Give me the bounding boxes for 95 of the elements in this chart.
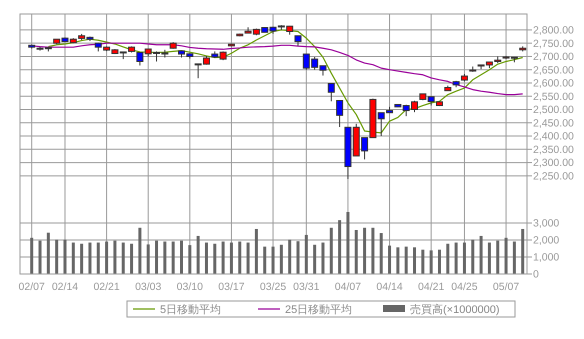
- bar: [288, 240, 292, 274]
- bar: [446, 244, 450, 274]
- bar: [146, 244, 150, 274]
- x-tick-label: 03/03: [135, 281, 162, 293]
- bar: [272, 246, 275, 274]
- y-tick-label: 2,800.00: [533, 24, 574, 37]
- y2-tick-label: 1,000: [533, 252, 560, 264]
- bar: [46, 232, 50, 274]
- legend-label: 25日移動平均: [285, 304, 352, 316]
- y2-tick-label: 3,000: [533, 218, 560, 230]
- bar: [55, 240, 58, 274]
- x-tick-label: 03/31: [293, 281, 320, 293]
- y-tick-label: 2,600.00: [533, 78, 574, 90]
- bar: [512, 242, 516, 274]
- bar: [480, 236, 483, 274]
- x-tick-label: 02/14: [52, 281, 78, 293]
- bar: [88, 242, 92, 274]
- bar: [138, 228, 142, 274]
- bar: [388, 246, 392, 274]
- bar: [230, 242, 233, 274]
- y2-tick-label: 0: [533, 268, 539, 281]
- y-tick-label: 2,500.00: [533, 104, 574, 116]
- bar: [338, 220, 342, 274]
- y-tick-label: 2,350.00: [533, 144, 574, 156]
- bar: [38, 240, 42, 274]
- y-tick-label: 2,300.00: [533, 157, 574, 170]
- bar: [155, 240, 158, 274]
- bar: [172, 242, 175, 274]
- x-tick-label: 04/21: [418, 281, 444, 293]
- bar: [254, 228, 258, 274]
- bar: [380, 233, 383, 274]
- bar: [404, 246, 408, 274]
- y-tick-label: 2,550.00: [533, 90, 574, 103]
- candlestick: [328, 83, 335, 102]
- y2-tick-label: 2,000: [533, 234, 560, 247]
- bar: [296, 241, 300, 274]
- bar: [113, 240, 116, 274]
- x-tick-label: 02/07: [18, 281, 45, 293]
- bar: [313, 244, 316, 274]
- y-tick-label: 2,650.00: [533, 64, 574, 76]
- bar: [196, 236, 200, 274]
- bar: [413, 247, 416, 274]
- bar: [180, 240, 183, 274]
- x-tick-label: 05/07: [492, 281, 520, 293]
- bar: [238, 242, 242, 274]
- x-tick-label: 03/17: [218, 281, 245, 293]
- bar: [521, 228, 524, 274]
- bar: [280, 244, 283, 274]
- bar: [130, 244, 134, 274]
- x-tick-label: 03/25: [260, 281, 286, 293]
- bar: [438, 250, 441, 274]
- y-tick-label: 2,450.00: [533, 117, 574, 130]
- bar: [80, 244, 84, 274]
- bar: [396, 247, 400, 274]
- y-tick-label: 2,700.00: [533, 51, 574, 64]
- legend-label: 5日移動平均: [160, 304, 222, 316]
- y-tick-label: 2,750.00: [533, 38, 574, 50]
- legend-label: 売買高(×1000000): [410, 302, 500, 316]
- x-tick-label: 03/10: [176, 281, 204, 293]
- bar: [363, 228, 366, 274]
- bar: [63, 240, 66, 274]
- bar: [204, 242, 208, 274]
- bar: [430, 250, 433, 274]
- bar: [163, 242, 166, 274]
- bar: [421, 250, 424, 274]
- y-tick-label: 2,400.00: [533, 130, 574, 143]
- candlestick: [294, 35, 302, 46]
- bar: [471, 240, 474, 274]
- bar: [496, 240, 500, 274]
- bar: [462, 242, 466, 274]
- bar: [96, 242, 100, 274]
- bar: [504, 238, 508, 274]
- bar: [72, 242, 75, 274]
- bar: [188, 245, 192, 274]
- x-tick-label: 02/21: [93, 281, 120, 293]
- bar: [321, 242, 324, 274]
- bar: [30, 238, 34, 274]
- candlestick: [336, 100, 344, 128]
- x-tick-label: 04/07: [334, 281, 362, 293]
- y-tick-label: 2,250.00: [533, 170, 574, 183]
- bar: [222, 242, 225, 274]
- bar: [246, 242, 250, 274]
- bar: [213, 244, 216, 274]
- bar: [330, 228, 333, 274]
- bar: [354, 230, 358, 274]
- bar: [304, 234, 308, 274]
- bar: [122, 242, 125, 274]
- bar: [488, 242, 491, 274]
- bar: [346, 212, 350, 274]
- bar: [371, 228, 374, 274]
- bar: [105, 242, 108, 274]
- bar: [263, 246, 266, 274]
- bar: [454, 242, 458, 274]
- x-tick-label: 04/25: [451, 281, 478, 293]
- x-tick-label: 04/14: [376, 281, 403, 293]
